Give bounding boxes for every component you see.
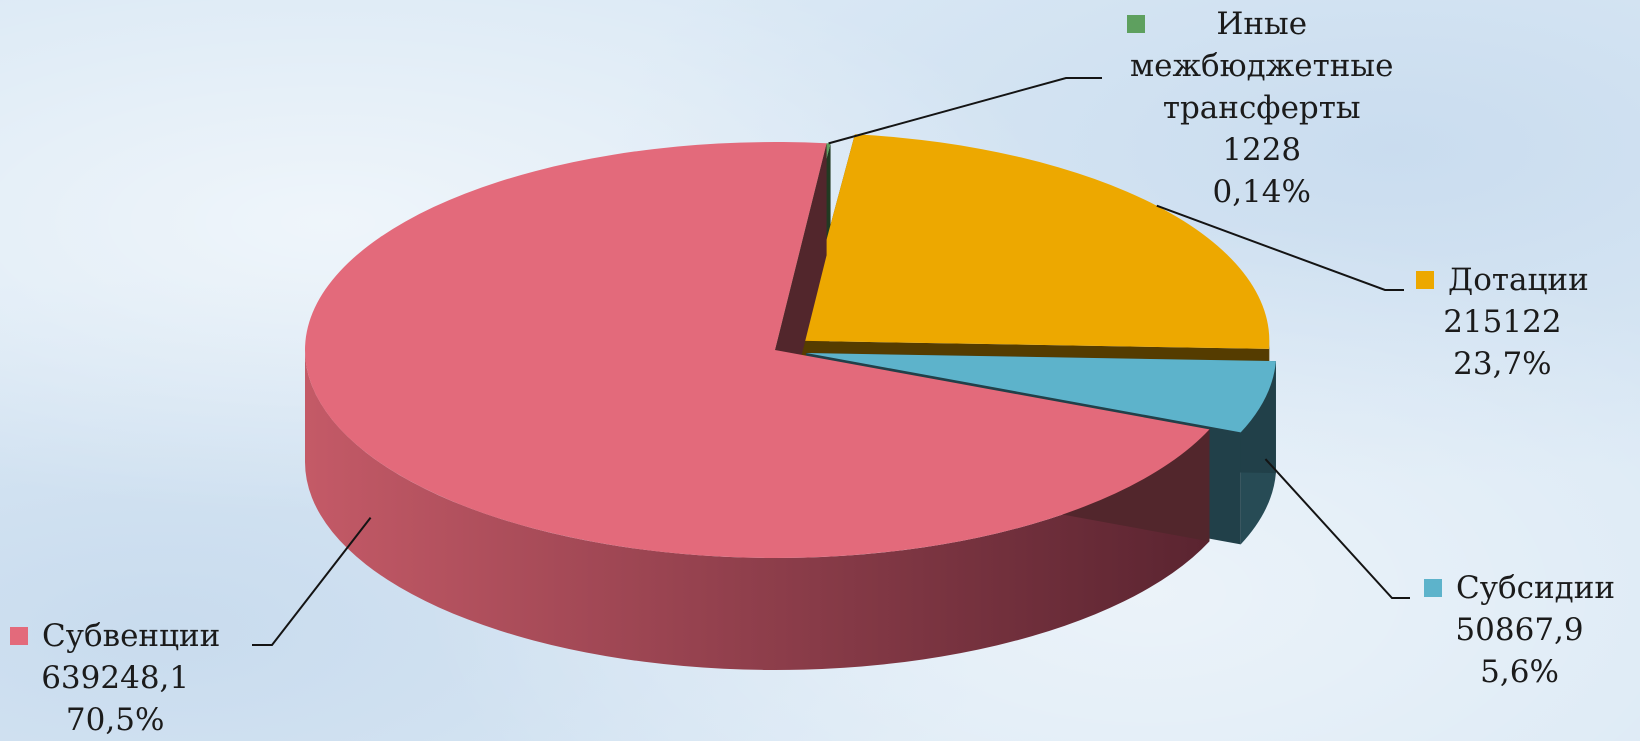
label-name-line-3: трансферты (1162, 90, 1361, 126)
label-name-row: Субвенции (10, 615, 220, 657)
data-label-dotatsii: Дотации 215122 23,7% (1416, 259, 1589, 385)
label-name-row: Иные (1127, 3, 1393, 45)
leader-line-subventsii (252, 516, 372, 646)
data-label-subventsii: Субвенции 639248,1 70,5% (10, 615, 220, 741)
data-label-subsidii: Субсидии 50867,9 5,6% (1424, 567, 1615, 693)
label-value: 215122 (1443, 304, 1562, 340)
slice-top-subsidii (806, 353, 1276, 433)
label-percent: 5,6% (1480, 654, 1559, 690)
legend-swatch-other-transfers (1127, 15, 1145, 33)
legend-swatch-subsidii (1424, 579, 1442, 597)
label-name: Субсидии (1456, 570, 1616, 606)
slice-top-subventsii (304, 141, 1210, 558)
label-value: 1228 (1222, 132, 1302, 168)
label-value: 50867,9 (1455, 612, 1584, 648)
slice-top-dotatsii (799, 134, 1270, 349)
label-name-row: Дотации (1416, 259, 1589, 301)
leader-lines (252, 77, 1410, 646)
leader-line-dotatsii (1156, 204, 1404, 291)
pie-slice-subventsii (304, 141, 1210, 670)
leader-line-other-transfers (828, 77, 1102, 145)
data-label-other-transfers: Иные межбюджетные трансферты 1228 0,14% (1127, 3, 1394, 213)
label-percent: 70,5% (65, 702, 165, 738)
label-name: Субвенции (42, 618, 221, 654)
label-name-row: Субсидии (1424, 567, 1615, 609)
label-name: Дотации (1448, 262, 1589, 298)
slice-wall-subventsii-0 (305, 350, 1210, 670)
label-percent: 23,7% (1453, 346, 1552, 382)
pie-slices (304, 134, 1276, 670)
leader-line-subsidii (1264, 458, 1410, 599)
legend-swatch-dotatsii (1416, 271, 1434, 289)
legend-swatch-subventsii (10, 627, 28, 645)
label-name-line-2: межбюджетные (1130, 48, 1394, 84)
label-percent: 0,14% (1212, 174, 1311, 210)
label-name-line-1: Иные (1216, 6, 1308, 42)
label-value: 639248,1 (41, 660, 190, 696)
